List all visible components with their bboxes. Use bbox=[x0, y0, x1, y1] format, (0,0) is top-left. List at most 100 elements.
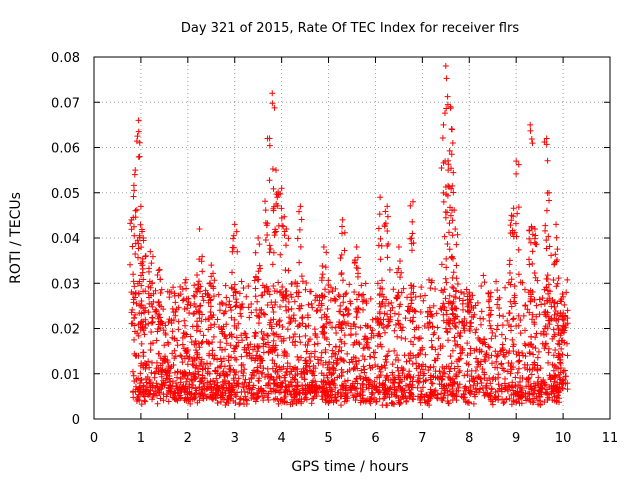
data-point bbox=[426, 392, 433, 399]
data-point bbox=[320, 377, 327, 384]
data-point bbox=[409, 378, 416, 385]
data-point bbox=[382, 385, 389, 392]
data-point bbox=[529, 140, 536, 147]
data-point bbox=[439, 303, 446, 310]
data-point bbox=[353, 393, 360, 400]
data-point bbox=[546, 189, 553, 196]
data-point bbox=[138, 244, 145, 251]
data-point bbox=[394, 317, 401, 324]
data-point bbox=[216, 307, 223, 314]
data-point bbox=[186, 309, 193, 316]
data-point bbox=[550, 299, 557, 306]
data-point bbox=[468, 313, 475, 320]
data-point bbox=[485, 343, 492, 350]
data-point bbox=[499, 341, 506, 348]
data-point bbox=[451, 334, 458, 341]
data-point bbox=[548, 252, 555, 259]
data-point bbox=[298, 216, 305, 223]
data-point bbox=[374, 315, 381, 322]
data-point bbox=[461, 290, 468, 297]
data-point bbox=[319, 271, 326, 278]
data-point bbox=[192, 338, 199, 345]
data-point bbox=[132, 167, 139, 174]
data-point bbox=[162, 367, 169, 374]
data-point bbox=[395, 320, 402, 327]
data-point bbox=[338, 327, 345, 334]
data-point bbox=[535, 348, 542, 355]
data-point bbox=[440, 317, 447, 324]
data-point bbox=[432, 285, 439, 292]
data-point bbox=[470, 382, 477, 389]
data-point bbox=[131, 187, 138, 194]
data-point bbox=[319, 331, 326, 338]
data-point bbox=[457, 333, 464, 340]
data-point bbox=[559, 351, 566, 358]
data-point bbox=[430, 373, 437, 380]
data-point bbox=[435, 351, 442, 358]
data-point bbox=[493, 326, 500, 333]
data-point bbox=[362, 322, 369, 329]
x-tick-label: 5 bbox=[324, 431, 332, 446]
data-point bbox=[238, 362, 245, 369]
data-point bbox=[269, 100, 276, 107]
data-point bbox=[338, 270, 345, 277]
data-point bbox=[260, 343, 267, 350]
data-point bbox=[434, 395, 441, 402]
data-point bbox=[262, 207, 269, 214]
data-point bbox=[432, 387, 439, 394]
data-point bbox=[351, 384, 358, 391]
data-point bbox=[181, 369, 188, 376]
data-point bbox=[377, 341, 384, 348]
data-point bbox=[459, 347, 466, 354]
data-point bbox=[311, 393, 318, 400]
data-point bbox=[245, 304, 252, 311]
data-point bbox=[269, 357, 276, 364]
data-point bbox=[168, 388, 175, 395]
data-point bbox=[279, 284, 286, 291]
data-point bbox=[457, 343, 464, 350]
data-point bbox=[230, 232, 237, 239]
data-point bbox=[153, 380, 160, 387]
data-point bbox=[265, 396, 272, 403]
data-point bbox=[175, 326, 182, 333]
data-point bbox=[539, 295, 546, 302]
data-point bbox=[280, 223, 287, 230]
data-point bbox=[373, 383, 380, 390]
data-point bbox=[174, 390, 181, 397]
x-tick-label: 1 bbox=[137, 431, 145, 446]
data-point bbox=[378, 242, 385, 249]
data-point bbox=[191, 356, 198, 363]
data-point bbox=[256, 314, 263, 321]
data-point bbox=[396, 372, 403, 379]
data-point bbox=[418, 284, 425, 291]
data-point bbox=[288, 305, 295, 312]
data-point bbox=[353, 339, 360, 346]
data-point bbox=[528, 386, 535, 393]
data-point bbox=[277, 190, 284, 197]
data-point bbox=[390, 286, 397, 293]
data-point bbox=[422, 351, 429, 358]
data-point bbox=[541, 300, 548, 307]
data-point bbox=[346, 366, 353, 373]
data-point bbox=[329, 347, 336, 354]
data-point bbox=[509, 384, 516, 391]
data-point bbox=[321, 311, 328, 318]
data-point bbox=[542, 308, 549, 315]
data-point bbox=[354, 365, 361, 372]
data-point bbox=[339, 223, 346, 230]
data-point bbox=[291, 331, 298, 338]
data-point bbox=[367, 353, 374, 360]
data-point bbox=[398, 396, 405, 403]
data-point bbox=[236, 396, 243, 403]
data-point bbox=[192, 364, 199, 371]
data-point bbox=[286, 320, 293, 327]
data-point bbox=[438, 261, 445, 268]
x-tick-label: 2 bbox=[184, 431, 192, 446]
data-point bbox=[424, 398, 431, 405]
data-point bbox=[508, 323, 515, 330]
data-point bbox=[487, 289, 494, 296]
data-point bbox=[448, 151, 455, 158]
data-point bbox=[456, 319, 463, 326]
data-point bbox=[308, 382, 315, 389]
data-point bbox=[270, 185, 277, 192]
